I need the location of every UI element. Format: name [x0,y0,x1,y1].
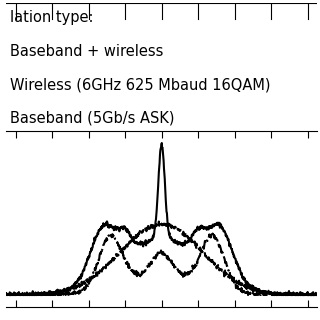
Text: lation type:: lation type: [10,10,93,25]
Text: Baseband (5Gb/s ASK): Baseband (5Gb/s ASK) [10,110,174,125]
Text: Wireless (6GHz 625 Mbaud 16QAM): Wireless (6GHz 625 Mbaud 16QAM) [10,77,270,92]
Text: Baseband + wireless: Baseband + wireless [10,44,163,59]
